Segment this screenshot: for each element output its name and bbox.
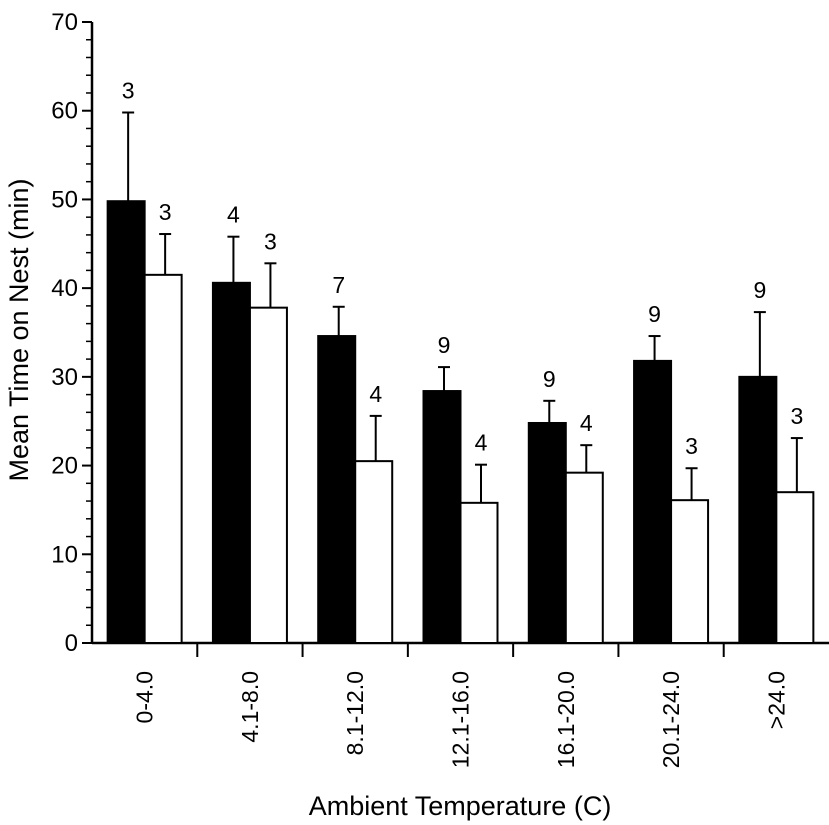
sample-size-label: 3 (685, 433, 698, 459)
bar-dark (106, 200, 146, 644)
x-axis-title: Ambient Temperature (C) (309, 791, 612, 821)
y-tick-label: 50 (51, 186, 78, 213)
bar-light (354, 460, 394, 644)
bar-dark (633, 359, 673, 644)
y-axis-title: Mean Time on Nest (min) (4, 178, 34, 481)
sample-size-label: 9 (648, 301, 661, 327)
x-tick-label: 16.1-20.0 (553, 671, 579, 768)
sample-size-label: 3 (264, 228, 277, 254)
sample-size-label: 4 (369, 381, 382, 407)
y-tick-label: 10 (51, 541, 78, 568)
x-tick-label: 20.1-24.0 (658, 671, 684, 768)
bar-dark (527, 421, 567, 645)
sample-size-label: 4 (227, 202, 240, 228)
bar-light (775, 491, 815, 644)
sample-size-label: 3 (159, 199, 172, 225)
y-tick-label: 0 (65, 630, 78, 657)
sample-size-label: 3 (122, 77, 135, 103)
sample-size-label: 7 (332, 272, 345, 298)
sample-size-label: 4 (475, 430, 488, 456)
y-tick-label: 20 (51, 453, 78, 480)
bar-light (564, 471, 604, 644)
y-tick-label: 70 (51, 9, 78, 36)
x-tick-label: 12.1-16.0 (448, 671, 474, 768)
bar-light (670, 499, 710, 645)
sample-size-label: 4 (580, 410, 593, 436)
y-tick-label: 60 (51, 98, 78, 125)
x-tick-label: 0-4.0 (132, 671, 158, 723)
sample-size-label: 9 (753, 277, 766, 303)
sample-size-label: 3 (790, 403, 803, 429)
bar-dark (738, 375, 778, 644)
x-tick-label: 4.1-8.0 (237, 671, 263, 743)
bar-dark (422, 390, 462, 644)
bar-dark (211, 281, 251, 644)
x-tick-label: 8.1-12.0 (342, 671, 368, 755)
bar-light (143, 273, 183, 644)
x-tick-label: >24.0 (763, 671, 789, 729)
bar-light (248, 306, 288, 644)
bars (106, 111, 815, 645)
sample-size-label: 9 (438, 332, 451, 358)
sample-size-label: 9 (543, 366, 556, 392)
y-tick-label: 40 (51, 275, 78, 302)
y-tick-label: 30 (51, 364, 78, 391)
labels: 0-4.0 4.1-8.0 8.1-12.0 12.1-16.0 16.1-20.0 20… (122, 77, 804, 768)
bar-dark (317, 335, 357, 644)
bar-light (459, 501, 499, 644)
